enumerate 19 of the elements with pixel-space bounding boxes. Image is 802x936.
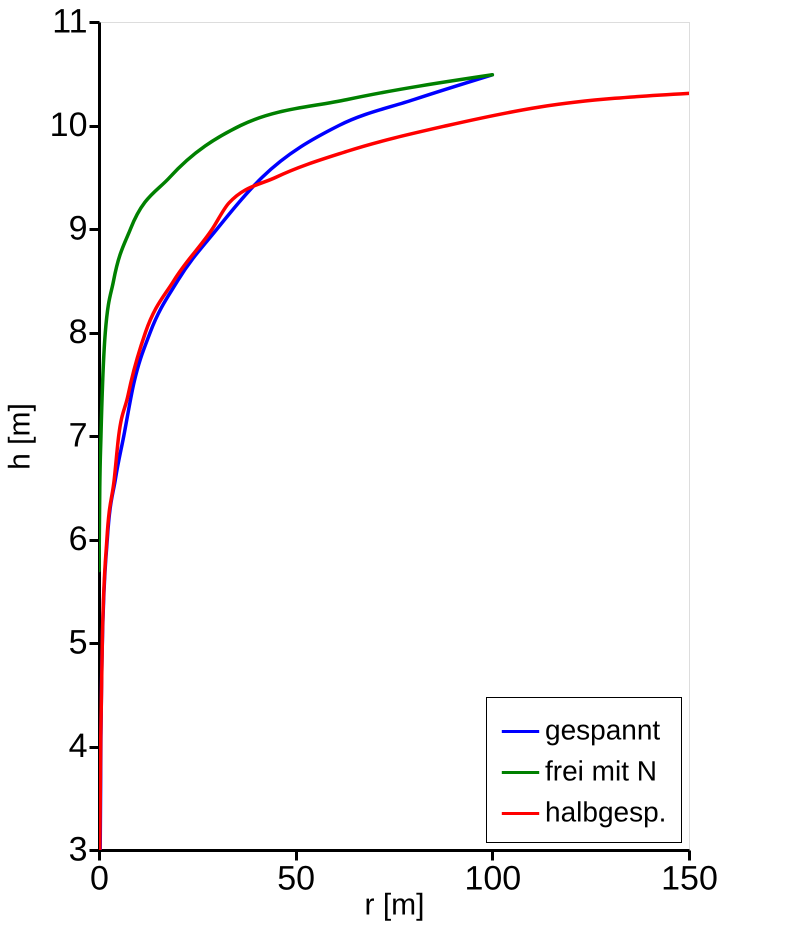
- legend-label: gespannt: [545, 714, 660, 746]
- y-tick-label: 3: [68, 830, 88, 868]
- y-tick-label: 8: [68, 313, 88, 351]
- y-tick-label: 5: [68, 624, 88, 662]
- y-axis-title: h [m]: [4, 403, 37, 470]
- x-axis-title: r [m]: [364, 888, 424, 922]
- legend-label: frei mit N: [545, 756, 657, 786]
- x-tick-label: 0: [90, 860, 109, 898]
- y-tick-label: 6: [68, 520, 88, 558]
- y-tick-label: 4: [68, 727, 88, 765]
- y-tick-label: 11: [52, 2, 88, 40]
- x-tick-label: 150: [661, 860, 718, 898]
- y-tick-label: 7: [68, 416, 88, 454]
- line-series: [99, 73, 494, 572]
- x-tick-label: 50: [277, 860, 316, 898]
- y-tick-label: 9: [68, 210, 88, 248]
- x-tick-label: 100: [464, 860, 522, 898]
- legend-label: halbgesp.: [545, 796, 666, 828]
- y-tick-label: 10: [50, 106, 88, 144]
